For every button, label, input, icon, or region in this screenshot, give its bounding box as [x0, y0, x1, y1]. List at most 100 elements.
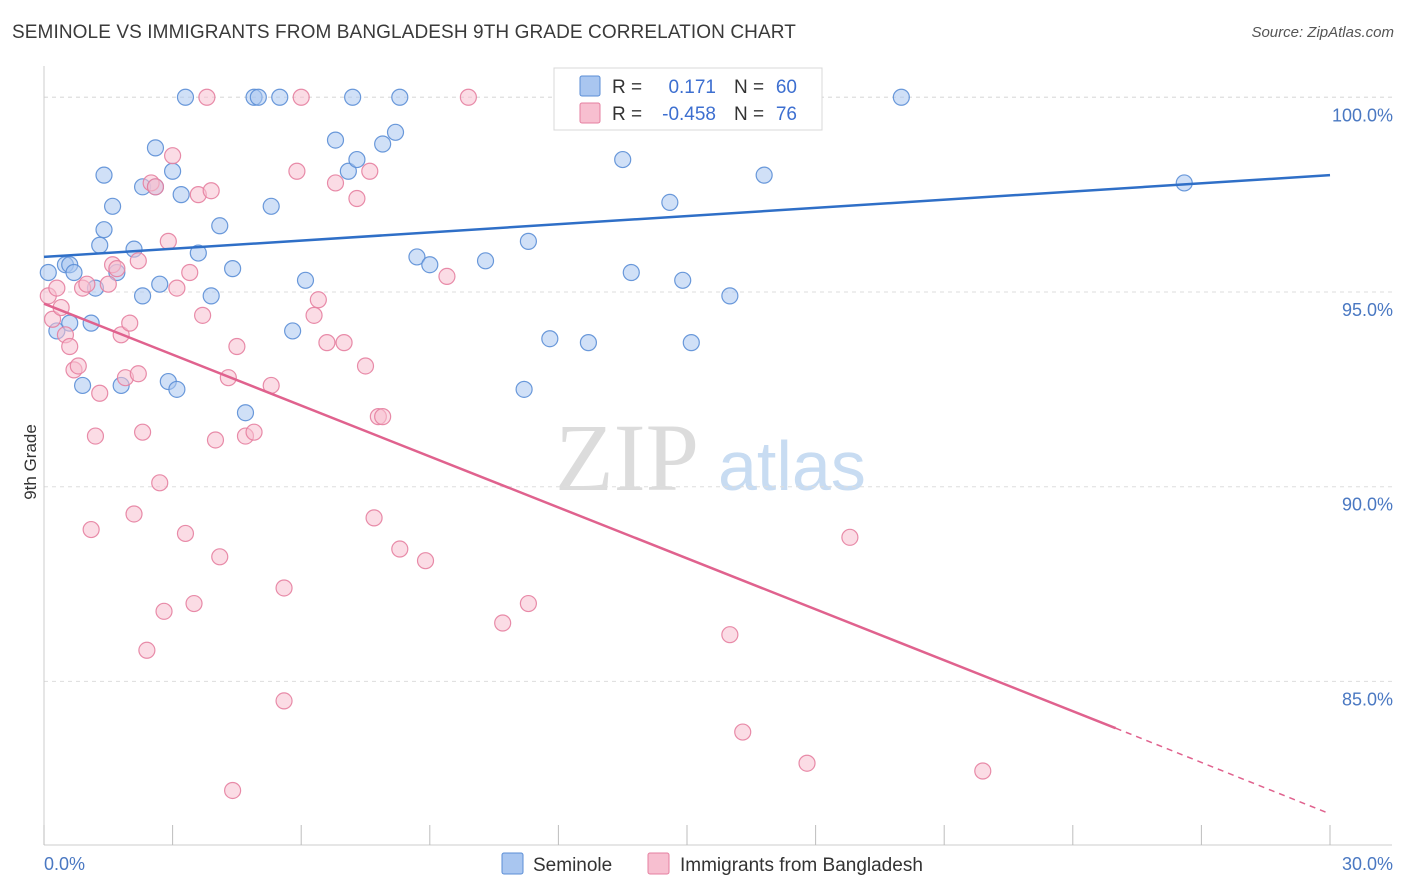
bangladesh-point	[292, 88, 310, 106]
bangladesh-point	[155, 602, 173, 620]
bangladesh-legend-swatch	[579, 102, 601, 124]
bangladesh-point	[841, 528, 859, 546]
tick-labels: 85.0% 90.0% 95.0% 100.0% 0.0% 30.0%	[44, 105, 1393, 874]
seminole-point	[721, 287, 739, 305]
legend-seminole-swatch	[501, 852, 524, 875]
bangladesh-trend-line	[43, 302, 1117, 730]
seminole-point	[262, 197, 280, 215]
y-tick-label: 100.0%	[1332, 105, 1393, 125]
stats-legend: R = 0.171 N = 60 R = -0.458 N = 76	[553, 67, 823, 131]
bangladesh-point	[202, 182, 220, 200]
bangladesh-point	[318, 334, 336, 352]
bangladesh-n-label: N =	[734, 104, 764, 125]
x-tick-label-max: 30.0%	[1342, 854, 1393, 874]
y-tick-label: 95.0%	[1342, 300, 1393, 320]
seminole-trend-line	[43, 173, 1331, 259]
legend-bangladesh-label: Immigrants from Bangladesh	[680, 855, 923, 876]
y-tick-label: 90.0%	[1342, 495, 1393, 515]
bangladesh-point	[91, 384, 109, 402]
seminole-point	[476, 252, 495, 270]
bangladesh-point	[125, 505, 143, 523]
bangladesh-point	[181, 263, 199, 282]
seminole-point	[519, 232, 537, 250]
seminole-point	[189, 244, 207, 262]
seminole-point	[296, 271, 315, 289]
bangladesh-point	[494, 614, 512, 632]
seminole-point	[249, 88, 267, 106]
bangladesh-point	[275, 692, 293, 710]
seminole-point	[408, 248, 426, 266]
bangladesh-point	[228, 337, 246, 356]
seminole-point	[326, 131, 345, 149]
bangladesh-point	[348, 189, 366, 208]
bangladesh-point	[365, 509, 383, 527]
seminole-point	[421, 256, 439, 274]
bangladesh-point	[48, 279, 66, 297]
axes	[43, 66, 1392, 846]
x-tick-label-min: 0.0%	[44, 854, 85, 874]
bangladesh-point	[151, 474, 169, 492]
seminole-point	[682, 334, 700, 352]
bangladesh-point	[974, 762, 992, 780]
bangladesh-point	[288, 162, 306, 180]
seminole-point	[224, 260, 242, 278]
bangladesh-point	[129, 252, 147, 270]
bangladesh-point	[734, 723, 752, 741]
y-axis-title: 9th Grade	[21, 424, 40, 500]
bangladesh-point	[305, 306, 323, 324]
seminole-point	[39, 263, 57, 282]
seminole-point	[91, 236, 109, 254]
bangladesh-point	[159, 232, 177, 250]
seminole-point	[344, 88, 362, 106]
seminole-point	[541, 330, 559, 348]
seminole-point	[515, 380, 533, 398]
bangladesh-point	[198, 88, 216, 106]
seminole-point	[146, 139, 165, 157]
bangladesh-point	[798, 754, 816, 772]
seminole-point	[386, 123, 405, 141]
bangladesh-point	[438, 267, 456, 286]
bangladesh-r-value: -0.458	[662, 104, 716, 125]
bangladesh-point	[211, 548, 229, 566]
legend-bangladesh-swatch	[647, 852, 670, 875]
watermark-atlas: atlas	[718, 427, 866, 505]
bangladesh-point	[82, 520, 100, 539]
seminole-r-label: R =	[612, 77, 642, 98]
bangladesh-point	[99, 275, 117, 293]
seminole-point	[674, 271, 692, 289]
seminole-point	[202, 287, 220, 305]
bangladesh-point	[146, 178, 165, 196]
bangladesh-point	[721, 626, 739, 644]
bangladesh-point	[108, 260, 126, 278]
series-legend: Seminole Immigrants from Bangladesh	[501, 852, 923, 876]
seminole-point	[172, 186, 190, 204]
bangladesh-point	[356, 357, 375, 375]
bangladesh-point	[138, 641, 156, 659]
bangladesh-point	[391, 540, 409, 558]
legend-seminole-label: Seminole	[533, 855, 612, 876]
bangladesh-point	[519, 594, 537, 613]
bangladesh-point	[78, 275, 96, 293]
seminole-point	[164, 162, 182, 180]
data-points	[39, 88, 1193, 800]
bangladesh-point	[194, 306, 212, 324]
seminole-point	[374, 135, 392, 153]
seminole-point	[95, 166, 113, 184]
seminole-point	[622, 263, 640, 282]
bangladesh-point	[309, 291, 327, 309]
bangladesh-trend-extension	[1115, 727, 1331, 815]
seminole-n-value: 60	[776, 77, 797, 98]
seminole-point	[614, 150, 632, 169]
seminole-point	[103, 197, 122, 215]
bangladesh-point	[459, 88, 477, 106]
source-label: Source: ZipAtlas.com	[1251, 24, 1394, 41]
bangladesh-point	[361, 162, 379, 180]
bangladesh-point	[133, 423, 152, 441]
seminole-point	[151, 275, 169, 293]
seminole-point	[73, 376, 92, 395]
bangladesh-point	[416, 552, 435, 570]
seminole-point	[176, 88, 195, 106]
seminole-point	[755, 166, 773, 184]
bangladesh-point	[335, 334, 353, 352]
